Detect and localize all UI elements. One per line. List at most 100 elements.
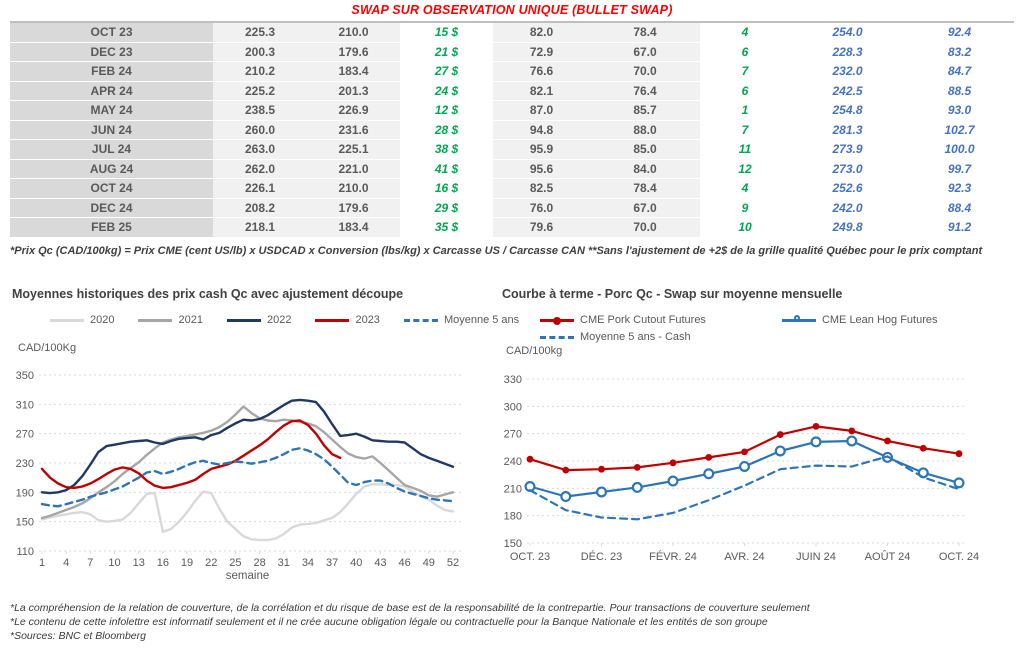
- legend-label: 2021: [178, 314, 203, 326]
- svg-text:49: 49: [423, 557, 435, 569]
- table-cell: 183.4: [307, 62, 400, 82]
- table-cell: 100.0: [905, 140, 1014, 160]
- legend-label: CME Lean Hog Futures: [821, 314, 938, 326]
- legend-item-lean-hog: CME Lean Hog Futures: [781, 314, 938, 326]
- table-cell: 210.0: [307, 179, 400, 199]
- historical-chart-title: Moyennes historiques des prix cash Qc av…: [12, 287, 404, 301]
- table-row: DEC 24 208.2 179.6 29 $76.0 67.0 9 242.0 88.4: [10, 198, 1014, 218]
- table-row: MAY 24 238.5 226.9 12 $87.0 85.7 1 254.8 93.0: [10, 101, 1014, 121]
- table-cell: FEB 25: [10, 218, 213, 238]
- table-cell: 87.0: [493, 101, 590, 121]
- table-cell: 24 $: [400, 82, 493, 101]
- svg-text:28: 28: [253, 557, 265, 569]
- table-cell: 83.2: [905, 43, 1014, 62]
- table-row: JUN 24 260.0 231.6 28 $94.8 88.0 7 281.3 102.7: [10, 120, 1014, 140]
- table-cell: 260.0: [213, 120, 307, 140]
- legend-item-2021: 2021: [138, 314, 203, 326]
- table-cell: 7: [700, 121, 790, 140]
- table-cell: 226.9: [307, 101, 400, 121]
- table-cell: 238.5: [213, 101, 307, 121]
- table-cell: 242.5: [790, 82, 905, 101]
- table-cell: 263.0: [213, 140, 307, 160]
- legend-label: CME Pork Cutout Futures: [580, 314, 706, 326]
- forward-chart-legend-row1: CME Pork Cutout Futures CME Lean Hog Fut…: [540, 314, 1014, 326]
- table-cell: 95.6: [493, 159, 590, 179]
- table-cell: 91.2: [905, 218, 1014, 238]
- table-cell: 249.8: [790, 218, 905, 238]
- forward-curve-title: Courbe à terme - Porc Qc - Swap sur moye…: [502, 287, 843, 301]
- footnote-line: *La compréhension de la relation de couv…: [10, 602, 810, 614]
- line-marker-swatch-icon: [781, 315, 816, 325]
- table-cell: APR 24: [10, 81, 213, 101]
- table-cell: 93.0: [905, 101, 1014, 121]
- svg-text:240: 240: [504, 456, 522, 468]
- table-cell: 1: [700, 101, 790, 121]
- table-cell: 84.0: [590, 159, 700, 179]
- svg-text:350: 350: [16, 370, 34, 382]
- table-cell: 221.0: [307, 159, 400, 179]
- table-cell: DEC 24: [10, 198, 213, 218]
- footnote-line: *Le contenu de cette infolettre est info…: [10, 616, 768, 628]
- table-cell: 210.0: [307, 23, 400, 43]
- table-cell: DEC 23: [10, 42, 213, 62]
- svg-text:31: 31: [278, 557, 290, 569]
- table-cell: 225.2: [213, 81, 307, 101]
- table-cell: 254.0: [790, 23, 905, 43]
- table-cell: JUN 24: [10, 120, 213, 140]
- table-cell: 88.4: [905, 199, 1014, 218]
- page-title: SWAP SUR OBSERVATION UNIQUE (BULLET SWAP…: [351, 3, 673, 17]
- table-cell: 15 $: [400, 23, 493, 43]
- table-cell: 225.1: [307, 140, 400, 160]
- line-swatch-icon: [226, 318, 261, 322]
- forward-curve-chart: 150 180 210 240 270 300 330 OCT. 23 DÉC. 23 FÉVR.…: [504, 374, 980, 563]
- historical-prices-chart: 110 150 190 230 270 310 350 1 4 7 10 13 16 19 22 25 28 31…: [16, 370, 461, 582]
- historical-chart-ylabel: CAD/100Kg: [18, 342, 77, 354]
- svg-text:1: 1: [39, 557, 45, 569]
- table-cell: 12: [700, 160, 790, 179]
- table-cell: OCT 23: [10, 23, 213, 43]
- dashed-line-swatch-icon: [403, 318, 438, 322]
- table-cell: 273.9: [790, 140, 905, 160]
- table-cell: 82.1: [493, 81, 590, 101]
- table-cell: 12 $: [400, 101, 493, 121]
- legend-label: 2022: [266, 314, 292, 326]
- table-row: FEB 24 210.2 183.4 27 $76.6 70.0 7 232.0 84.7: [10, 62, 1014, 82]
- table-row: DEC 23 200.3 179.6 21 $72.9 67.0 6 228.3 83.2: [10, 42, 1014, 62]
- table-cell: 78.4: [590, 23, 700, 43]
- svg-text:37: 37: [326, 557, 338, 569]
- table-cell: 4: [700, 23, 790, 43]
- table-cell: 242.0: [790, 199, 905, 218]
- table-row: AUG 24 262.0 221.0 41 $95.6 84.0 12 273.0 99.7: [10, 159, 1014, 179]
- table-cell: 38 $: [400, 140, 493, 160]
- table-cell: 99.7: [905, 160, 1014, 179]
- svg-text:16: 16: [157, 557, 169, 569]
- table-cell: FEB 24: [10, 62, 213, 82]
- table-cell: 29 $: [400, 199, 493, 218]
- table-cell: 79.6: [493, 218, 590, 238]
- table-cell: 6: [700, 43, 790, 62]
- table-cell: 67.0: [590, 42, 700, 62]
- legend-label: Moyenne 5 ans - Cash: [580, 331, 691, 343]
- table-cell: 95.9: [493, 140, 590, 160]
- svg-text:110: 110: [16, 546, 34, 558]
- legend-item-pork-cutout: CME Pork Cutout Futures: [540, 314, 706, 326]
- legend-label: 2023: [355, 314, 380, 326]
- table-cell: 7: [700, 62, 790, 82]
- dashed-line-swatch-icon: [540, 335, 574, 339]
- svg-text:10: 10: [108, 557, 120, 569]
- svg-text:AOÛT 24: AOÛT 24: [865, 550, 911, 563]
- line-swatch-icon: [138, 318, 173, 322]
- legend-label: Moyenne 5 ans: [443, 314, 520, 326]
- legend-item-moyenne-5-ans: Moyenne 5 ans: [403, 314, 520, 326]
- table-row: APR 24 225.2 201.3 24 $82.1 76.4 6 242.5 88.5: [10, 81, 1014, 101]
- table-cell: 27 $: [400, 62, 493, 82]
- table-cell: 76.4: [590, 81, 700, 101]
- table-cell: 84.7: [905, 62, 1014, 82]
- svg-text:190: 190: [16, 487, 34, 499]
- svg-text:270: 270: [16, 429, 34, 441]
- table-row: JUL 24 263.0 225.1 38 $95.9 85.0 11 273.9 100.0: [10, 140, 1014, 160]
- table-cell: JUL 24: [10, 140, 213, 160]
- line-marker-swatch-icon: [540, 315, 574, 325]
- legend-item-2022: 2022: [226, 314, 292, 326]
